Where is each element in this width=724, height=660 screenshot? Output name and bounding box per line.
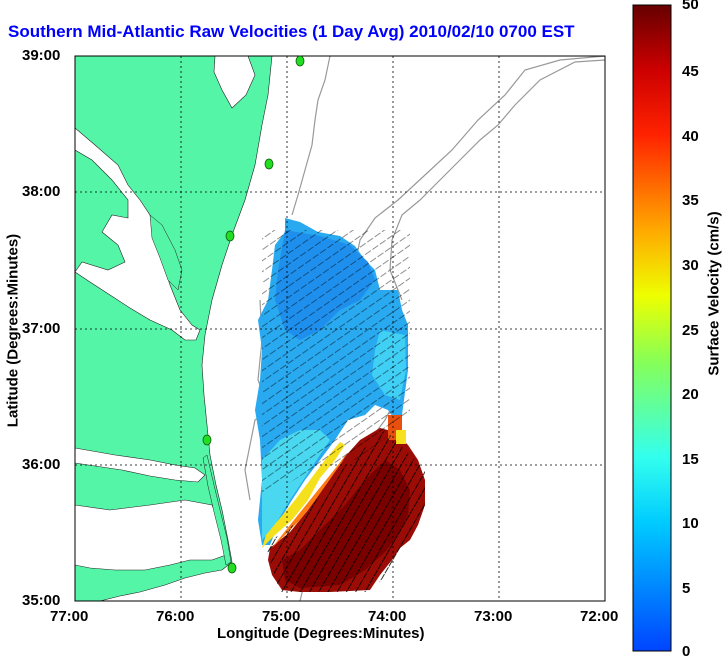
velocity-cell-yellow	[396, 430, 406, 444]
delaware-bay	[213, 56, 256, 109]
station-marker-2	[264, 158, 274, 170]
x-tick-label: 74:00	[368, 608, 407, 625]
station-marker-1	[295, 55, 305, 67]
colorbar-tick-label: 30	[682, 257, 699, 274]
grid-lines	[75, 56, 605, 601]
x-tick-label: 72:00	[580, 608, 619, 625]
colorbar-tick-label: 40	[682, 128, 699, 145]
plot-frame	[74, 55, 606, 602]
x-tick-label: 73:00	[474, 608, 513, 625]
x-tick-label: 75:00	[262, 608, 301, 625]
map-title: Southern Mid-Atlantic Raw Velocities (1 …	[8, 22, 575, 41]
colorbar-tick-label: 10	[682, 515, 699, 532]
pamlico-sound	[75, 499, 227, 571]
colorbar-tick-label: 5	[682, 580, 691, 597]
colorbar-tick-label: 25	[682, 322, 699, 339]
colorbar	[632, 4, 672, 652]
velocity-arrows-north	[262, 230, 410, 500]
y-axis-label: Latitude (Degrees:Minutes)	[4, 233, 22, 428]
velocity-arrows-south	[265, 430, 425, 592]
station-markers	[202, 55, 305, 574]
velocity-front-orange	[272, 452, 348, 548]
y-tick-label: 37:00	[22, 320, 61, 337]
velocity-front-yellow	[262, 442, 345, 548]
peninsula-shore	[149, 214, 183, 291]
x-tick-label: 77:00	[50, 608, 89, 625]
colorbar-label: Surface Velocity (cm/s)	[705, 211, 723, 376]
colorbar-tick-label: 50	[682, 0, 699, 13]
colorbar-tick-label: 15	[682, 451, 699, 468]
y-tick-label: 38:00	[22, 183, 61, 200]
x-tick-label: 76:00	[156, 608, 195, 625]
colorbar-tick-label: 0	[682, 643, 691, 660]
y-tick-label: 35:00	[22, 592, 61, 609]
y-tick-label: 39:00	[22, 47, 61, 64]
outer-banks	[202, 454, 232, 566]
x-axis-label: Longitude (Degrees:Minutes)	[217, 625, 425, 642]
station-marker-3	[225, 230, 235, 242]
colorbar-tick-label: 45	[682, 63, 699, 80]
station-marker-5	[227, 562, 237, 574]
colorbar-tick-label: 35	[682, 192, 699, 209]
y-tick-label: 36:00	[22, 456, 61, 473]
colorbar-tick-label: 20	[682, 386, 699, 403]
station-marker-4	[202, 434, 212, 446]
